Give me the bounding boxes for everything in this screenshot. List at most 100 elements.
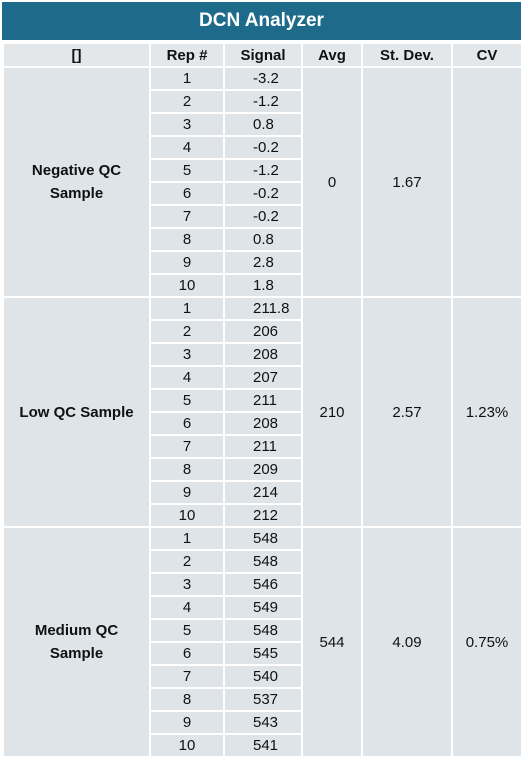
row: 7 -0.2 bbox=[3, 204, 522, 229]
row: 5 548 bbox=[3, 618, 522, 643]
rep-number: 4 bbox=[149, 365, 225, 390]
rep-number: 6 bbox=[149, 411, 225, 436]
rep-number: 5 bbox=[149, 618, 225, 643]
row: 9 214 bbox=[3, 480, 522, 505]
signal: 537 bbox=[223, 687, 303, 712]
rep-number: 1 bbox=[149, 66, 225, 91]
row: Medium QC Sample 1 548 544 4.09 0.75% bbox=[2, 526, 523, 758]
rep-number: 4 bbox=[149, 595, 225, 620]
results-table: [] Rep # Signal Avg St. Dev. CV Negative QC S… bbox=[2, 42, 523, 758]
signal: 540 bbox=[223, 664, 303, 689]
row: 5 211 bbox=[3, 388, 522, 413]
rep-number: 10 bbox=[149, 273, 225, 298]
row: 10 1.8 bbox=[3, 273, 522, 298]
rep-number: 7 bbox=[149, 204, 225, 229]
cv-cell bbox=[451, 66, 523, 298]
row: 8 537 bbox=[3, 687, 522, 712]
signal: 1.8 bbox=[223, 273, 303, 298]
row: 4 549 bbox=[3, 595, 522, 620]
row: Negative QC Sample 1 -3.2 0 1.67 bbox=[2, 66, 523, 298]
signal: 546 bbox=[223, 572, 303, 597]
row: 3 546 bbox=[3, 572, 522, 597]
signal: -0.2 bbox=[223, 181, 303, 206]
column-header: CV bbox=[451, 42, 523, 68]
rep-number: 10 bbox=[149, 733, 225, 758]
signal: 549 bbox=[223, 595, 303, 620]
signal: -0.2 bbox=[223, 135, 303, 160]
row: 4 207 bbox=[3, 365, 522, 390]
rep-number: 8 bbox=[149, 457, 225, 482]
row: 3 208 bbox=[3, 342, 522, 367]
row: 6 -0.2 bbox=[3, 181, 522, 206]
rep-number: 9 bbox=[149, 710, 225, 735]
row: 2 206 bbox=[3, 319, 522, 344]
signal: 208 bbox=[223, 411, 303, 436]
signal: 548 bbox=[223, 526, 303, 551]
sample-name: Negative QC Sample bbox=[2, 66, 151, 298]
rep-number: 2 bbox=[149, 319, 225, 344]
rep-number: 9 bbox=[149, 480, 225, 505]
cv-cell: 0.75% bbox=[451, 526, 523, 758]
row: 6 208 bbox=[3, 411, 522, 436]
rep-number: 3 bbox=[149, 572, 225, 597]
row: 10 212 bbox=[3, 503, 522, 528]
signal: 0.8 bbox=[223, 112, 303, 137]
row: 2 -1.2 bbox=[3, 89, 522, 114]
row: 6 545 bbox=[3, 641, 522, 666]
signal: 208 bbox=[223, 342, 303, 367]
signal: 2.8 bbox=[223, 250, 303, 275]
cv-cell: 1.23% bbox=[451, 296, 523, 528]
row: 4 -0.2 bbox=[3, 135, 522, 160]
signal: 211 bbox=[223, 434, 303, 459]
table-body: Negative QC Sample 1 -3.2 0 1.67 2 -1.2 3 0.8 4 -0… bbox=[2, 66, 523, 758]
stdev-cell: 4.09 bbox=[361, 526, 453, 758]
column-header: Signal bbox=[223, 42, 303, 68]
rep-number: 6 bbox=[149, 641, 225, 666]
title: DCN Analyzer bbox=[2, 2, 521, 40]
column-header: Rep # bbox=[149, 42, 225, 68]
rep-number: 4 bbox=[149, 135, 225, 160]
row: 8 209 bbox=[3, 457, 522, 482]
stdev-cell: 1.67 bbox=[361, 66, 453, 298]
signal: 548 bbox=[223, 618, 303, 643]
column-header: Avg bbox=[301, 42, 363, 68]
rep-number: 8 bbox=[149, 687, 225, 712]
panel: DCN Analyzer [] Rep # Signal Avg St. Dev. CV … bbox=[2, 2, 523, 758]
signal: 211.8 bbox=[223, 296, 303, 321]
avg-cell: 210 bbox=[301, 296, 363, 528]
signal: 543 bbox=[223, 710, 303, 735]
signal: -1.2 bbox=[223, 158, 303, 183]
row: Low QC Sample 1 211.8 210 2.57 1.23% bbox=[2, 296, 523, 528]
signal: 548 bbox=[223, 549, 303, 574]
rep-number: 5 bbox=[149, 158, 225, 183]
avg-cell: 0 bbox=[301, 66, 363, 298]
signal: 545 bbox=[223, 641, 303, 666]
row: 3 0.8 bbox=[3, 112, 522, 137]
rep-number: 6 bbox=[149, 181, 225, 206]
stdev-cell: 2.57 bbox=[361, 296, 453, 528]
column-header: St. Dev. bbox=[361, 42, 453, 68]
signal: -3.2 bbox=[223, 66, 303, 91]
signal: 214 bbox=[223, 480, 303, 505]
signal: -1.2 bbox=[223, 89, 303, 114]
rep-number: 8 bbox=[149, 227, 225, 252]
signal: 541 bbox=[223, 733, 303, 758]
signal: 209 bbox=[223, 457, 303, 482]
rep-number: 3 bbox=[149, 112, 225, 137]
row: 2 548 bbox=[3, 549, 522, 574]
row: 7 540 bbox=[3, 664, 522, 689]
signal: 207 bbox=[223, 365, 303, 390]
signal: 211 bbox=[223, 388, 303, 413]
rep-number: 10 bbox=[149, 503, 225, 528]
avg-cell: 544 bbox=[301, 526, 363, 758]
signal: -0.2 bbox=[223, 204, 303, 229]
row: 9 2.8 bbox=[3, 250, 522, 275]
rep-number: 2 bbox=[149, 549, 225, 574]
column-header: [] bbox=[2, 42, 151, 68]
signal: 0.8 bbox=[223, 227, 303, 252]
row: 7 211 bbox=[3, 434, 522, 459]
signal: 212 bbox=[223, 503, 303, 528]
rep-number: 5 bbox=[149, 388, 225, 413]
row: 9 543 bbox=[3, 710, 522, 735]
